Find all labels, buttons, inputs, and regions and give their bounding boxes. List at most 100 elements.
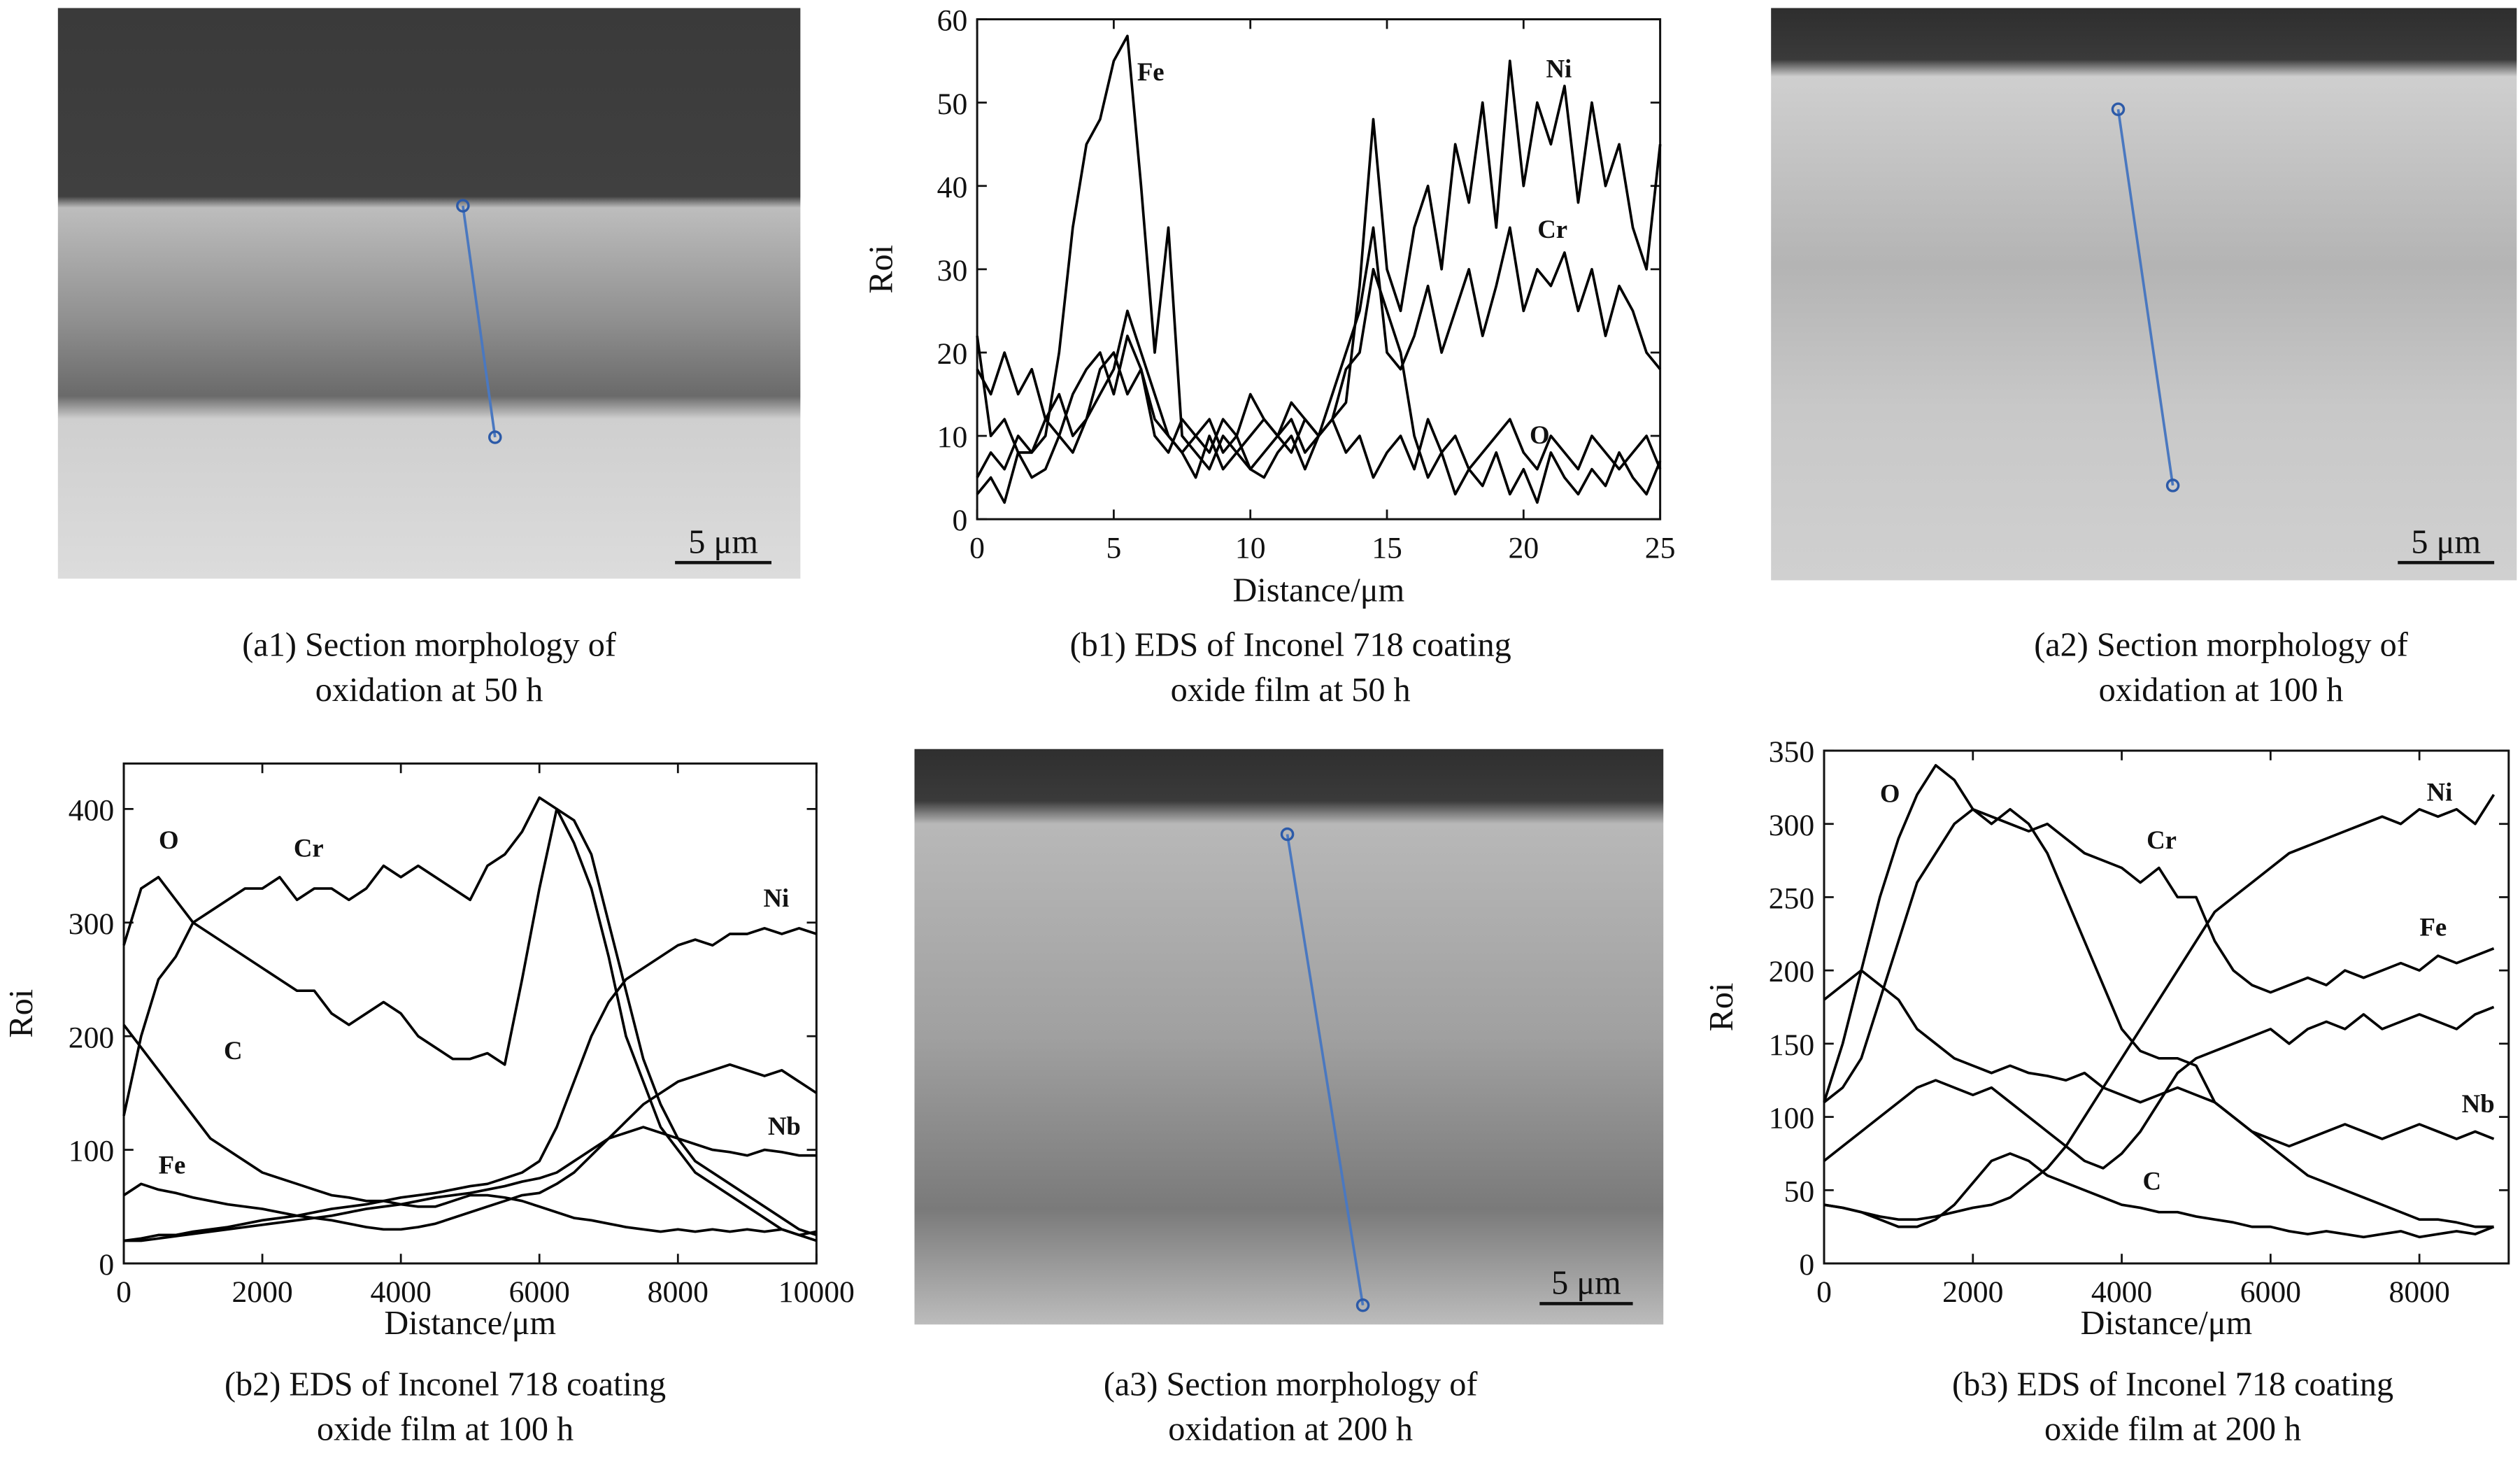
series-label: Ni — [764, 884, 790, 912]
scale-label: 5 μm — [1551, 1265, 1621, 1302]
series-label: Ni — [2427, 777, 2453, 806]
data-line — [123, 927, 817, 1242]
line-scan — [1286, 834, 1365, 1306]
line-scan-end — [456, 199, 470, 213]
y-tick-label: 150 — [1769, 1028, 1814, 1062]
x-tick-label: 5 — [1106, 531, 1121, 565]
caption: oxide film at 200 h — [2044, 1411, 2301, 1448]
y-axis-label: Roi — [862, 245, 899, 294]
y-tick-label: 60 — [937, 4, 968, 38]
x-tick-label: 25 — [1645, 531, 1676, 565]
line-scan-end — [2111, 102, 2126, 117]
line-scan-end — [1355, 1298, 1370, 1312]
series-label: Cr — [1537, 215, 1567, 243]
x-tick-label: 2000 — [1942, 1275, 2003, 1309]
data-line — [1823, 1152, 2495, 1239]
data-line — [976, 34, 1662, 479]
caption: oxidation at 50 h — [315, 672, 543, 709]
series-label: Ni — [1546, 54, 1572, 83]
x-tick-label: 0 — [116, 1275, 131, 1309]
y-axis-label: Roi — [1703, 983, 1740, 1032]
y-tick-label: 200 — [69, 1021, 114, 1054]
data-line — [122, 807, 817, 1237]
y-tick-label: 30 — [937, 254, 968, 288]
caption: (b3) EDS of Inconel 718 coating — [1952, 1366, 2393, 1403]
y-tick-label: 20 — [937, 337, 968, 371]
x-tick-label: 4000 — [2091, 1275, 2152, 1309]
x-tick-label: 10000 — [778, 1275, 855, 1309]
x-tick-label: 10 — [1235, 531, 1266, 565]
y-tick-label: 400 — [69, 793, 114, 827]
series-label: Cr — [2147, 825, 2177, 854]
x-tick-label: 15 — [1372, 531, 1402, 565]
data-line — [1823, 764, 2494, 1228]
data-line — [1823, 969, 2495, 1148]
caption: oxide film at 100 h — [317, 1411, 574, 1448]
series-label: O — [1530, 420, 1550, 449]
series-label: Nb — [2462, 1089, 2495, 1118]
data-line — [122, 1023, 817, 1237]
x-tick-label: 2000 — [232, 1275, 292, 1309]
series-label: Fe — [2419, 912, 2447, 941]
y-tick-label: 100 — [69, 1135, 114, 1168]
series-label: O — [1880, 779, 1900, 808]
caption: (a1) Section morphology of — [242, 626, 617, 663]
x-tick-label: 8000 — [648, 1275, 709, 1309]
y-tick-label: 200 — [1769, 955, 1814, 988]
caption: oxide film at 50 h — [1171, 672, 1411, 709]
series-label: Fe — [159, 1150, 186, 1179]
caption: oxidation at 100 h — [2099, 672, 2344, 709]
scale-label: 5 μm — [2411, 523, 2481, 560]
series-label: Nb — [768, 1112, 801, 1140]
line-scan — [2116, 108, 2174, 486]
y-axis-label: Roi — [3, 989, 40, 1038]
data-line — [123, 1063, 818, 1231]
data-line — [1823, 807, 2495, 1104]
caption: (a2) Section morphology of — [2034, 626, 2409, 663]
x-axis-label: Distance/μm — [2081, 1305, 2253, 1342]
data-line — [124, 1126, 817, 1242]
line-scan — [462, 205, 497, 438]
data-line — [1823, 793, 2496, 1221]
x-tick-label: 6000 — [509, 1275, 570, 1309]
y-tick-label: 250 — [1769, 882, 1814, 916]
y-tick-label: 10 — [937, 420, 968, 454]
line-scan-end — [2165, 479, 2180, 492]
y-tick-label: 0 — [99, 1248, 114, 1282]
y-tick-label: 300 — [69, 907, 114, 941]
y-tick-label: 0 — [1799, 1248, 1814, 1282]
data-line — [976, 226, 1662, 504]
scale-label: 5 μm — [688, 523, 758, 560]
data-line — [1823, 1005, 2495, 1170]
x-tick-label: 4000 — [371, 1275, 432, 1309]
y-tick-label: 300 — [1769, 809, 1814, 842]
x-tick-label: 8000 — [2389, 1275, 2450, 1309]
x-tick-label: 0 — [969, 531, 985, 565]
caption: (b2) EDS of Inconel 718 coating — [225, 1366, 666, 1403]
series-label: C — [224, 1036, 243, 1065]
data-line — [976, 268, 1662, 504]
y-tick-label: 100 — [1769, 1102, 1814, 1135]
y-tick-label: 50 — [937, 87, 968, 121]
line-scan-end — [488, 430, 502, 444]
micrograph — [57, 8, 801, 579]
caption: (b1) EDS of Inconel 718 coating — [1070, 626, 1511, 663]
x-tick-label: 0 — [1816, 1275, 1832, 1309]
x-tick-label: 6000 — [2240, 1275, 2301, 1309]
micrograph — [914, 749, 1664, 1325]
y-tick-label: 0 — [952, 504, 967, 537]
series-label: Fe — [1137, 57, 1165, 86]
y-tick-label: 350 — [1769, 735, 1814, 769]
caption: oxidation at 200 h — [1168, 1411, 1413, 1448]
series-label: Cr — [294, 834, 324, 863]
x-axis-label: Distance/μm — [384, 1305, 556, 1342]
caption: (a3) Section morphology of — [1104, 1366, 1479, 1403]
data-line — [122, 796, 817, 1242]
series-label: C — [2142, 1166, 2161, 1195]
x-tick-label: 20 — [1509, 531, 1539, 565]
y-tick-label: 50 — [1784, 1175, 1815, 1208]
plot-frame — [1823, 749, 2510, 1265]
y-tick-label: 40 — [937, 171, 968, 204]
